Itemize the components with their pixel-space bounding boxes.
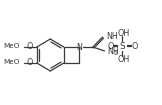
Text: S: S	[119, 41, 125, 51]
Text: O: O	[107, 41, 114, 51]
Text: NH: NH	[106, 32, 118, 41]
Text: 2: 2	[114, 51, 118, 56]
Text: O: O	[26, 41, 33, 51]
Text: MeO: MeO	[3, 59, 19, 65]
Text: O: O	[131, 41, 138, 51]
Text: OH: OH	[117, 54, 129, 64]
Text: OH: OH	[117, 28, 129, 37]
Text: MeO: MeO	[3, 43, 19, 49]
Text: O: O	[26, 58, 33, 66]
Text: N: N	[76, 43, 82, 51]
Text: NH: NH	[107, 47, 119, 56]
